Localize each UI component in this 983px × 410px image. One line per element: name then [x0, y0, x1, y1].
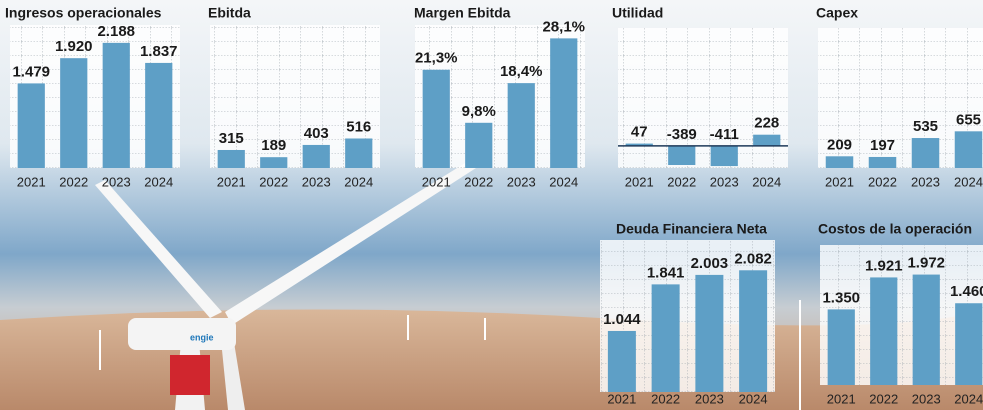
bar	[827, 309, 855, 385]
data-label: 1.921	[865, 257, 903, 274]
x-tick-label: 2022	[464, 174, 493, 189]
x-tick-label: 2024	[954, 391, 983, 406]
x-tick-label: 2021	[422, 174, 451, 189]
data-label: 403	[304, 125, 329, 142]
wind-turbine: engie	[95, 160, 476, 410]
bar	[695, 274, 724, 392]
x-tick-label: 2024	[344, 174, 373, 189]
x-tick-label: 2023	[695, 391, 724, 406]
data-label: 2.188	[97, 23, 135, 40]
bar	[607, 330, 636, 392]
data-label: 47	[631, 124, 648, 141]
data-label: 1.972	[907, 255, 945, 272]
bar	[102, 42, 130, 168]
bar	[17, 83, 45, 168]
data-label: 9,8%	[462, 103, 496, 120]
chart-title: Ingresos operacionales	[5, 5, 162, 21]
bar	[625, 143, 653, 146]
bar	[911, 138, 940, 168]
x-tick-label: 2021	[625, 174, 654, 189]
data-label: -411	[710, 126, 739, 143]
x-tick-label: 2024	[144, 174, 173, 189]
data-label: 1.350	[822, 289, 860, 306]
bar	[507, 83, 535, 168]
x-tick-label: 2021	[825, 174, 854, 189]
bar	[870, 277, 898, 385]
svg-text:engie: engie	[190, 332, 214, 342]
data-label: 197	[870, 137, 895, 154]
x-tick-label: 2022	[651, 391, 680, 406]
bar	[739, 270, 768, 392]
distant-turbines	[99, 300, 801, 410]
x-tick-label: 2023	[710, 174, 739, 189]
x-tick-label: 2023	[912, 391, 941, 406]
x-tick-label: 2022	[869, 391, 898, 406]
data-label: 315	[219, 130, 244, 147]
data-label: 21,3%	[415, 50, 458, 67]
bar	[422, 69, 450, 168]
bar	[912, 274, 940, 385]
x-tick-label: 2021	[607, 391, 636, 406]
x-tick-label: 2023	[507, 174, 536, 189]
x-tick-label: 2022	[868, 174, 897, 189]
bar	[954, 131, 983, 168]
chart-title: Margen Ebitda	[414, 5, 511, 21]
bar	[550, 38, 578, 169]
bar	[260, 157, 288, 168]
bar	[753, 134, 781, 146]
x-tick-label: 2023	[102, 174, 131, 189]
chart-title: Deuda Financiera Neta	[616, 221, 767, 237]
bar	[217, 149, 245, 168]
data-label: 1.044	[603, 311, 641, 328]
bar	[710, 145, 738, 167]
data-label: 2.003	[691, 255, 729, 272]
bar	[345, 138, 373, 168]
data-label: 228	[754, 115, 779, 132]
bar	[60, 58, 88, 169]
x-tick-label: 2023	[302, 174, 331, 189]
data-label: 1.460	[950, 283, 983, 300]
plot-grid	[618, 28, 788, 168]
chart-title: Costos de la operación	[818, 221, 972, 237]
data-label: 516	[346, 118, 371, 135]
bar	[955, 303, 983, 385]
data-label: 28,1%	[542, 18, 585, 35]
bar	[465, 122, 493, 168]
data-label: 1.841	[647, 264, 685, 281]
data-label: 655	[956, 111, 981, 128]
data-label: 1.479	[12, 63, 50, 80]
data-label: 18,4%	[500, 63, 543, 80]
x-tick-label: 2021	[827, 391, 856, 406]
data-label: 2.082	[734, 250, 772, 267]
x-tick-label: 2024	[752, 174, 781, 189]
data-label: 1.920	[55, 38, 93, 55]
x-tick-label: 2021	[17, 174, 46, 189]
bar	[302, 144, 330, 168]
data-label: 209	[827, 136, 852, 153]
x-tick-label: 2022	[59, 174, 88, 189]
data-label: 535	[913, 118, 938, 135]
bar	[651, 284, 680, 392]
bar	[868, 156, 897, 168]
bar	[668, 145, 696, 166]
chart-title: Ebitda	[208, 5, 251, 21]
bar	[825, 156, 854, 168]
chart-title: Capex	[816, 5, 858, 21]
data-label: -389	[667, 126, 697, 143]
x-tick-label: 2021	[217, 174, 246, 189]
chart-title: Utilidad	[612, 5, 663, 21]
x-tick-label: 2024	[739, 391, 768, 406]
x-tick-label: 2024	[549, 174, 578, 189]
x-tick-label: 2022	[259, 174, 288, 189]
bar	[145, 62, 173, 168]
x-tick-label: 2024	[954, 174, 983, 189]
x-tick-label: 2023	[911, 174, 940, 189]
data-label: 189	[261, 137, 286, 154]
data-label: 1.837	[140, 43, 178, 60]
x-tick-label: 2022	[667, 174, 696, 189]
